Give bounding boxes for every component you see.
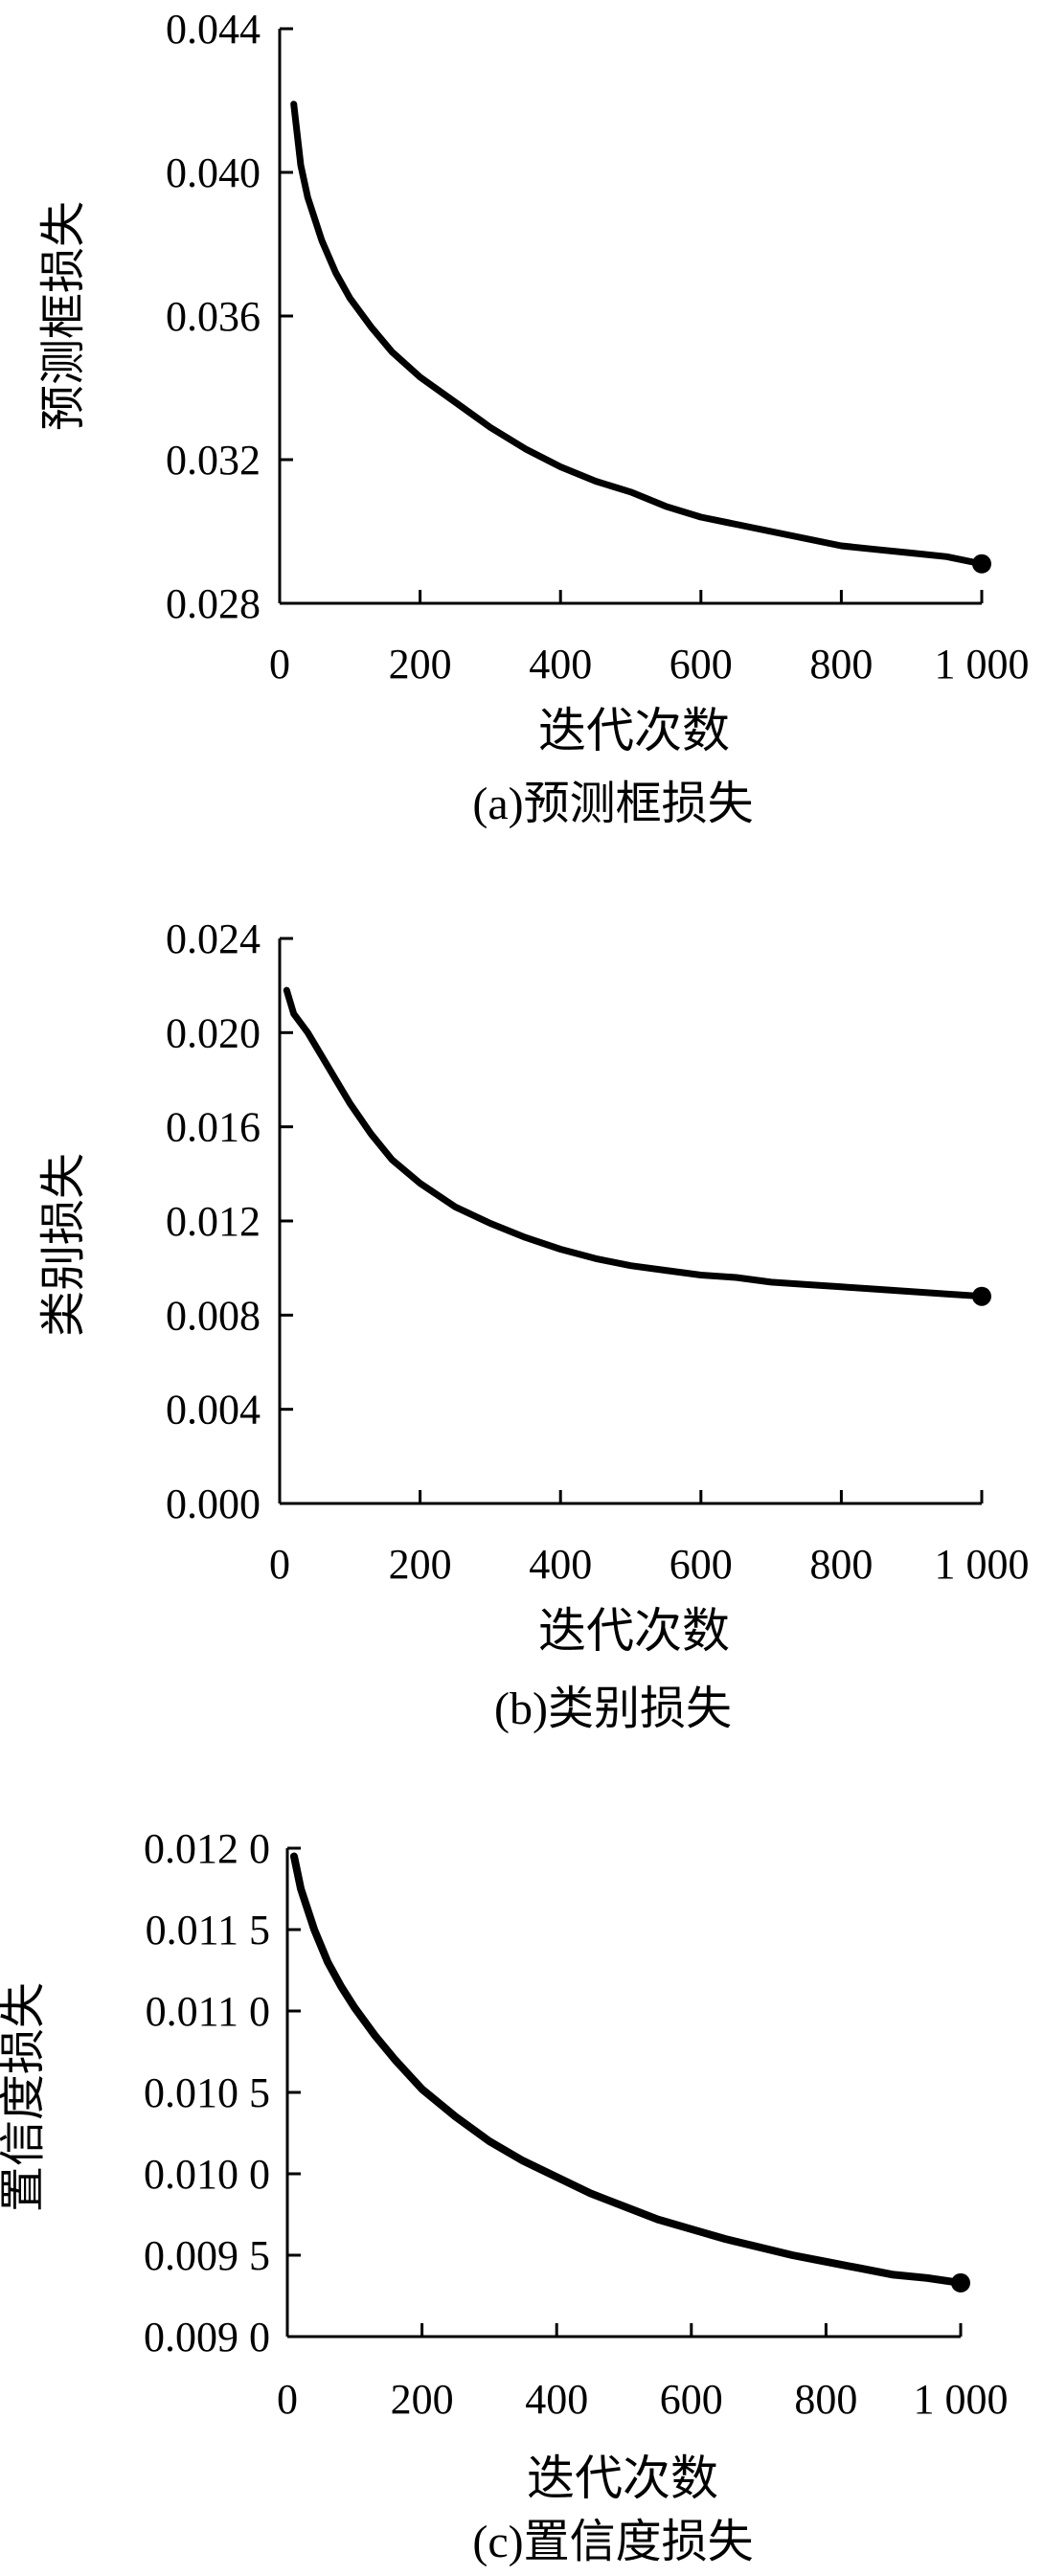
y-tick-label: 0.016 [166,1104,261,1151]
series-line [283,986,986,1300]
y-tick-label: 0.044 [166,6,261,53]
x-axis-label: 迭代次数 [538,704,730,757]
x-tick-label: 400 [529,1541,592,1588]
y-tick-label: 0.010 5 [144,2069,270,2116]
y-tick-label: 0.020 [166,1009,261,1056]
series-line [290,101,986,568]
x-tick-label: 400 [529,641,592,688]
x-tick-label: 600 [670,1541,733,1588]
x-tick-label: 1 000 [935,641,1030,688]
x-tick-label: 800 [809,641,873,688]
series-end-point [972,1286,991,1306]
chart-panel-c: 0.009 0 0.009 5 0.010 0 0.010 5 0.011 0 0.011… [0,1781,1044,2576]
x-tick-label: 200 [391,2376,454,2423]
chart-a: 0.028 0.032 0.036 0.040 0.044 0 200 400 600 800 1 … [38,6,1030,829]
y-tick-label: 0.008 [166,1292,261,1339]
x-tick-label: 0 [269,641,290,688]
y-tick-label: 0.036 [166,293,261,340]
x-axis-label: 迭代次数 [527,2452,718,2505]
y-tick-label: 0.032 [166,437,261,484]
y-axis-label: 预测框损失 [38,201,89,431]
x-tick-label: 200 [389,1541,452,1588]
y-tick-label: 0.028 [166,580,261,627]
x-tick-label: 1 000 [914,2376,1009,2423]
chart-panel-b: 0.000 0.004 0.008 0.012 0.016 0.020 0.024 0 200 4… [0,862,1044,1762]
x-tick-label: 400 [525,2376,588,2423]
x-tick-label: 600 [660,2376,723,2423]
x-axis-label: 迭代次数 [538,1604,730,1658]
x-tick-label: 1 000 [935,1541,1030,1588]
chart-caption: (c)置信度损失 [472,2517,753,2567]
chart-c: 0.009 0 0.009 5 0.010 0 0.010 5 0.011 0 0.011… [0,1825,1009,2567]
chart-caption: (b)类别损失 [494,1683,732,1734]
y-tick-label: 0.009 0 [144,2314,270,2361]
x-tick-label: 600 [670,641,733,688]
y-tick-label: 0.009 5 [144,2232,270,2279]
chart-panel-a: 0.028 0.032 0.036 0.040 0.044 0 200 400 600 800 1 … [0,0,1044,843]
y-tick-label: 0.012 [166,1198,261,1245]
y-axis-label: 置信度损失 [0,1982,49,2212]
y-tick-label: 0.000 [166,1480,261,1527]
series-end-point [972,554,991,574]
x-tick-label: 800 [794,2376,857,2423]
chart-b: 0.000 0.004 0.008 0.012 0.016 0.020 0.024 0 200 4… [38,915,1030,1734]
y-axis-label: 类别损失 [38,1153,89,1337]
y-tick-label: 0.010 0 [144,2151,270,2198]
x-tick-label: 200 [389,641,452,688]
x-tick-label: 800 [809,1541,873,1588]
x-tick-label: 0 [277,2376,298,2423]
series-line [290,1852,965,2287]
y-tick-label: 0.011 0 [146,1988,270,2035]
chart-caption: (a)预测框损失 [472,779,753,829]
y-tick-label: 0.012 0 [144,1825,270,1872]
y-tick-label: 0.004 [166,1387,261,1434]
series-end-point [951,2272,970,2293]
y-tick-label: 0.040 [166,149,261,196]
y-tick-label: 0.024 [166,915,261,962]
y-tick-label: 0.011 5 [146,1907,270,1954]
x-tick-label: 0 [269,1541,290,1588]
